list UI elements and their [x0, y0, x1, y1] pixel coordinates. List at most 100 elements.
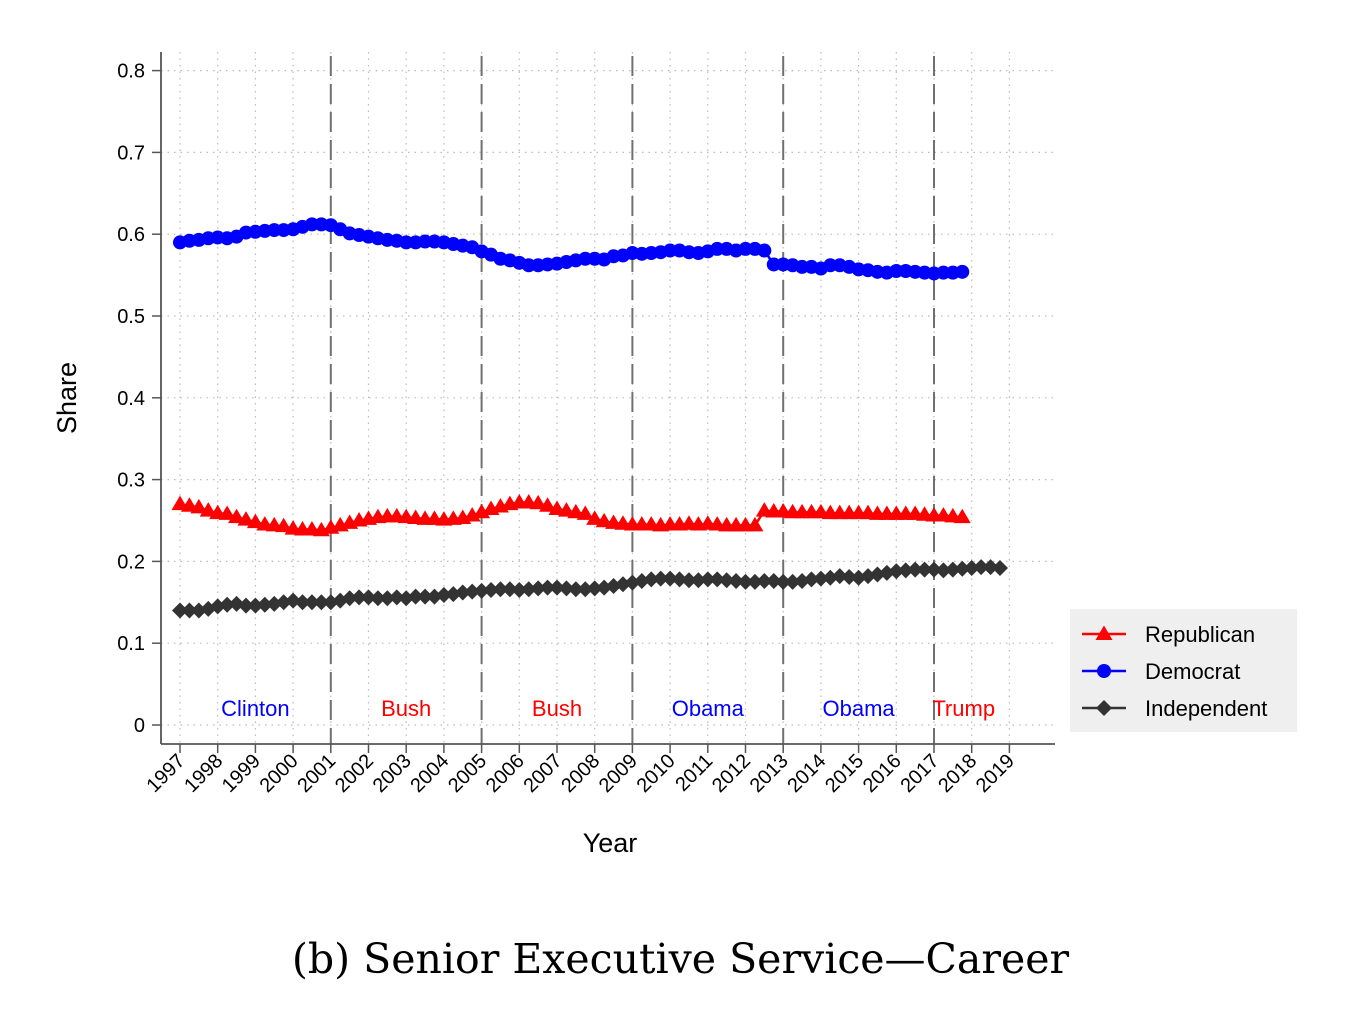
- data-point: [916, 561, 933, 578]
- data-point: [303, 594, 320, 611]
- x-tick-label: 2006: [482, 750, 529, 797]
- y-tick-label: 0.8: [117, 61, 145, 83]
- series-democrat: [173, 217, 970, 281]
- data-point: [652, 570, 669, 587]
- data-point: [379, 590, 396, 607]
- figure-caption: (b) Senior Executive Service—Career: [291, 935, 1070, 983]
- legend: Republican Democrat Independent: [1070, 609, 1297, 732]
- data-point: [576, 505, 594, 520]
- administration-break-lines: [329, 56, 935, 744]
- administration-labels: Clinton Bush Bush Obama Obama Trump: [221, 696, 995, 721]
- data-point: [369, 590, 386, 607]
- x-tick-label: 2017: [897, 750, 944, 797]
- series-republican: [171, 494, 971, 537]
- data-point: [643, 571, 660, 588]
- data-point: [237, 511, 255, 526]
- data-point: [407, 588, 424, 605]
- x-tick-label: 2009: [595, 750, 642, 797]
- gridlines: [161, 52, 1055, 744]
- y-tick-label: 0.2: [117, 551, 145, 573]
- data-point: [841, 568, 858, 585]
- legend-marker: [1096, 700, 1112, 716]
- legend-label: Republican: [1145, 622, 1255, 647]
- data-point: [775, 573, 792, 590]
- data-point: [671, 571, 688, 588]
- data-point: [954, 560, 971, 577]
- data-point: [483, 582, 500, 599]
- data-point: [746, 516, 764, 532]
- data-point: [973, 559, 990, 576]
- data-point: [926, 561, 942, 578]
- era-label: Bush: [532, 696, 582, 721]
- data-point: [888, 563, 905, 580]
- x-tick-label: 2010: [633, 750, 680, 797]
- data-point: [219, 596, 236, 613]
- x-tick-label: 2007: [520, 750, 567, 797]
- data-point: [907, 561, 924, 578]
- data-point: [586, 580, 603, 597]
- y-tick-labels: 0 0.1 0.2 0.3 0.4 0.5 0.6 0.7 0.8: [117, 61, 145, 737]
- data-point: [520, 581, 537, 598]
- data-point: [199, 502, 217, 517]
- data-point: [982, 559, 999, 576]
- legend-entry-democrat: Democrat: [1082, 659, 1240, 684]
- data-point: [831, 568, 848, 585]
- data-point: [172, 602, 188, 619]
- data-point: [567, 581, 584, 598]
- x-tick-label: 2001: [293, 750, 340, 797]
- data-point: [690, 572, 707, 589]
- legend-entry-independent: Independent: [1082, 696, 1267, 721]
- data-point: [247, 597, 264, 614]
- data-point: [388, 589, 405, 606]
- data-point: [256, 596, 273, 613]
- legend-marker: [1095, 625, 1113, 640]
- legend-marker: [1097, 664, 1111, 678]
- legend-entry-republican: Republican: [1082, 622, 1255, 647]
- data-point: [935, 562, 952, 579]
- legend-label: Independent: [1145, 696, 1267, 721]
- data-point: [529, 494, 547, 510]
- x-tick-label: 2014: [783, 750, 830, 797]
- x-tick-label: 2013: [746, 750, 793, 797]
- x-tick-label: 2011: [671, 750, 717, 796]
- data-point: [812, 570, 829, 587]
- era-label: Bush: [381, 696, 431, 721]
- data-point: [181, 602, 198, 619]
- party-share-chart: 00.10.20.30.40.50.60.70.8 19971998199920…: [52, 52, 1297, 858]
- data-point: [237, 597, 254, 614]
- data-point: [662, 570, 679, 587]
- data-point: [351, 589, 368, 606]
- data-point: [218, 505, 236, 520]
- data-point: [728, 573, 745, 590]
- data-point: [955, 264, 970, 279]
- data-point: [718, 572, 735, 589]
- y-tick-label: 0.7: [117, 142, 145, 164]
- data-point: [539, 579, 556, 596]
- data-point: [963, 559, 980, 576]
- data-point: [765, 573, 782, 590]
- series-independent: [172, 559, 1008, 619]
- data-point: [586, 510, 604, 525]
- data-point: [190, 498, 208, 514]
- x-tick-label: 2012: [708, 750, 755, 797]
- series: [171, 217, 1008, 619]
- data-point: [680, 572, 697, 589]
- y-axis-title: Share: [52, 362, 82, 434]
- data-point: [803, 571, 820, 588]
- era-label: Clinton: [221, 696, 289, 721]
- data-point: [530, 580, 547, 597]
- data-point: [464, 583, 481, 600]
- x-tick-label: 2004: [406, 750, 453, 797]
- x-tick-label: 2002: [331, 750, 378, 797]
- x-tick-label: 2019: [972, 750, 1019, 797]
- data-point: [313, 594, 330, 611]
- data-point: [953, 508, 971, 524]
- data-point: [699, 571, 716, 588]
- x-tick-label: 1997: [143, 750, 190, 797]
- x-tick-label: 1999: [218, 750, 265, 797]
- y-tick-label: 0.6: [117, 224, 145, 246]
- y-tick-label: 0.5: [117, 306, 145, 328]
- axes: [152, 52, 1055, 753]
- data-point: [897, 562, 914, 579]
- data-point: [511, 582, 528, 599]
